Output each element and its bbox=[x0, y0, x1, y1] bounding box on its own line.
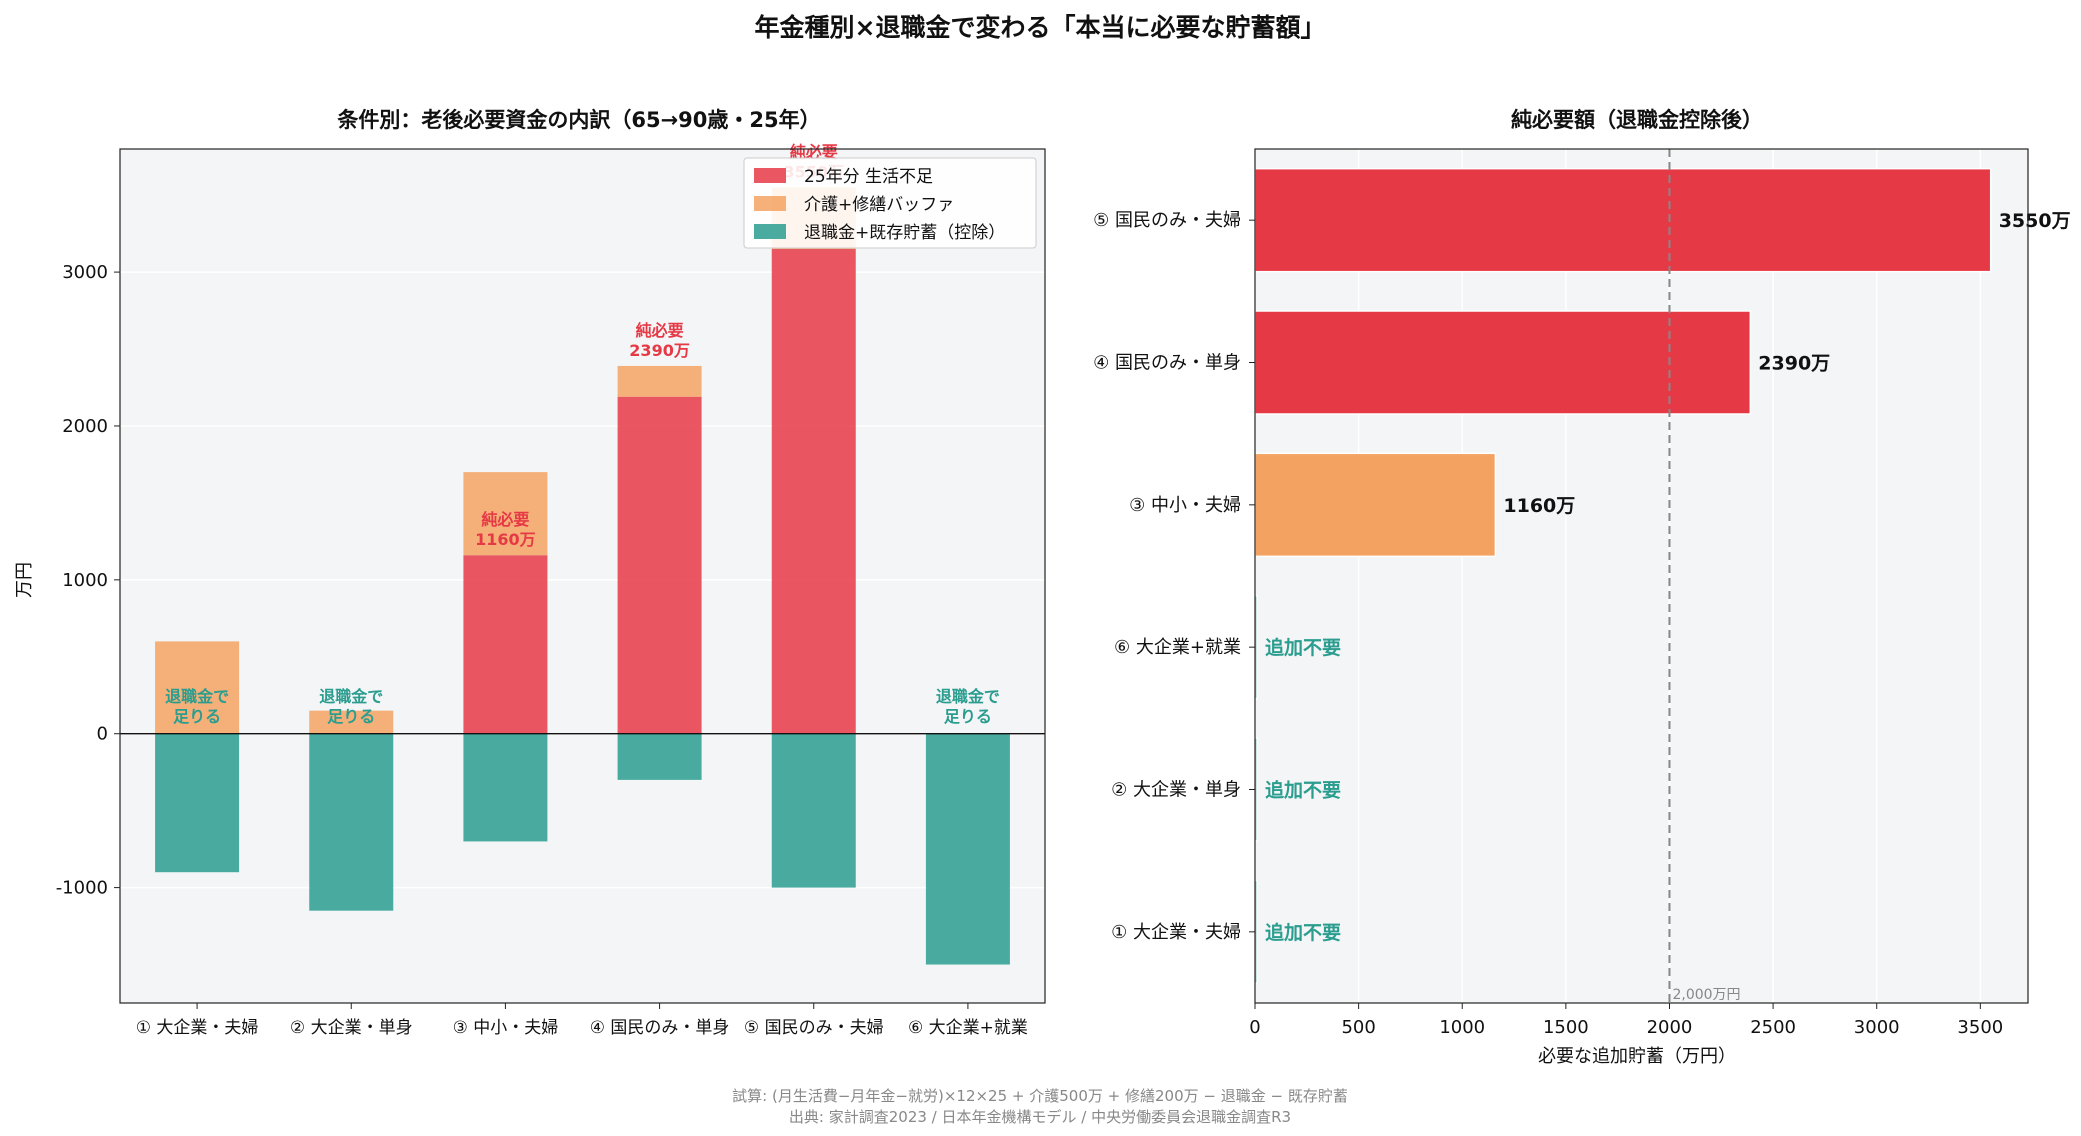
left-annotation-line1: 純必要 bbox=[481, 510, 529, 529]
right-value-label: 3550万 bbox=[1999, 210, 2071, 232]
left-annotation-line2: 足りる bbox=[173, 707, 221, 726]
right-bar bbox=[1254, 310, 1752, 415]
right-value-label: 追加不要 bbox=[1265, 921, 1341, 944]
left-x-tick-label: ④ 国民のみ・単身 bbox=[590, 1018, 730, 1038]
right-x-tick-label: 500 bbox=[1341, 1017, 1375, 1038]
right-value-label: 追加不要 bbox=[1265, 636, 1341, 659]
left-bar-segment bbox=[309, 733, 394, 911]
legend-box bbox=[743, 157, 1037, 249]
right-y-tick-label: ③ 中小・夫婦 bbox=[1129, 495, 1241, 516]
right-chart: 純必要額（退職金控除後） 2,000万円 3550万 2390万 1160万追加不要… bbox=[1093, 108, 2070, 1067]
right-x-ticks: 0 500 1000 1500 2000 2500 3000 3500 bbox=[1249, 1003, 2003, 1038]
left-bar-segment bbox=[463, 472, 548, 556]
legend-swatch-shortfall bbox=[754, 168, 786, 183]
left-annotations: 退職金で足りる退職金で足りる純必要1160万純必要2390万純必要3550万退職… bbox=[165, 142, 1000, 726]
left-annotation-line2: 足りる bbox=[327, 707, 375, 726]
left-y-axis-label: 万円 bbox=[14, 562, 35, 598]
right-y-tick-label: ⑥ 大企業+就業 bbox=[1114, 637, 1241, 658]
right-x-tick-label: 0 bbox=[1249, 1017, 1260, 1038]
left-bar-segment bbox=[617, 396, 702, 734]
left-x-tick-label: ③ 中小・夫婦 bbox=[453, 1018, 559, 1038]
legend-label-deduction: 退職金+既存貯蓄（控除） bbox=[804, 223, 1005, 243]
right-chart-title: 純必要額（退職金控除後） bbox=[1511, 108, 1763, 132]
left-bar-segment bbox=[617, 365, 702, 397]
right-x-tick-label: 3500 bbox=[1957, 1017, 2003, 1038]
legend-swatch-deduction bbox=[754, 224, 786, 239]
left-y-tick-label: 3000 bbox=[62, 262, 108, 283]
figure-title: 年金種別×退職金で変わる「本当に必要な貯蓄額」 bbox=[755, 13, 1326, 42]
left-bar-segment bbox=[463, 733, 548, 842]
left-x-tick-label: ① 大企業・夫婦 bbox=[136, 1018, 259, 1038]
left-x-tick-label: ② 大企業・単身 bbox=[290, 1018, 413, 1038]
left-annotation-line1: 退職金で bbox=[165, 687, 229, 706]
left-chart: 条件別：老後必要資金の内訳（65→90歳・25年） 退職金で足りる退職金で足りる… bbox=[14, 108, 1046, 1038]
right-y-tick-label: ④ 国民のみ・単身 bbox=[1093, 353, 1241, 374]
right-value-label: 1160万 bbox=[1503, 495, 1575, 517]
left-bar-segment bbox=[925, 733, 1010, 965]
left-y-tick-label: 2000 bbox=[62, 416, 108, 437]
legend: 25年分 生活不足 介護+修繕バッファ 退職金+既存貯蓄（控除） bbox=[743, 157, 1037, 249]
right-bar bbox=[1254, 167, 1992, 273]
left-annotation-line1: 退職金で bbox=[936, 687, 1000, 706]
right-y-tick-label: ② 大企業・単身 bbox=[1111, 780, 1241, 801]
right-bar bbox=[1254, 452, 1497, 558]
left-y-tick-label: -1000 bbox=[56, 878, 108, 899]
left-bar-segment bbox=[771, 249, 856, 734]
right-x-tick-label: 3000 bbox=[1854, 1017, 1900, 1038]
right-y-tick-label: ① 大企業・夫婦 bbox=[1111, 922, 1241, 943]
left-y-ticks: -1000 0 1000 2000 3000 bbox=[56, 262, 120, 899]
left-bar-segment bbox=[617, 733, 702, 780]
left-bar-segment bbox=[463, 555, 548, 734]
left-bar-segment bbox=[771, 733, 856, 888]
left-annotation-line1: 退職金で bbox=[319, 687, 383, 706]
right-y-ticks: ⑤ 国民のみ・夫婦 ④ 国民のみ・単身 ③ 中小・夫婦 ⑥ 大企業+就業 ② 大企業・単… bbox=[1093, 210, 1255, 943]
right-x-tick-label: 1000 bbox=[1439, 1017, 1485, 1038]
left-bar-segment bbox=[155, 641, 240, 734]
right-y-tick-label: ⑤ 国民のみ・夫婦 bbox=[1093, 210, 1241, 231]
left-x-tick-label: ⑤ 国民のみ・夫婦 bbox=[744, 1018, 884, 1038]
left-y-tick-label: 0 bbox=[97, 724, 108, 745]
right-x-tick-label: 1500 bbox=[1543, 1017, 1589, 1038]
left-bar-segment bbox=[155, 733, 240, 873]
left-annotation-line1: 純必要 bbox=[636, 321, 684, 340]
left-annotation-line2: 足りる bbox=[944, 707, 992, 726]
right-x-tick-label: 2500 bbox=[1750, 1017, 1796, 1038]
left-bar-segment bbox=[309, 710, 394, 734]
left-plot-area bbox=[120, 149, 1045, 1003]
right-bars bbox=[1254, 167, 1992, 985]
footnote-formula: 試算: (月生活費−月年金−就労)×12×25 + 介護500万 + 修繕200… bbox=[732, 1087, 1348, 1105]
left-x-ticks: ① 大企業・夫婦 ② 大企業・単身 ③ 中小・夫婦 ④ 国民のみ・単身 ⑤ 国民のみ・夫… bbox=[136, 1003, 1028, 1038]
reference-line-label: 2,000万円 bbox=[1672, 987, 1740, 1003]
right-x-axis-label: 必要な追加貯蓄（万円） bbox=[1538, 1046, 1736, 1067]
left-annotation-line1: 純必要 bbox=[790, 142, 838, 161]
legend-label-buffer: 介護+修繕バッファ bbox=[804, 195, 954, 215]
left-annotation-line2: 1160万 bbox=[475, 530, 536, 549]
right-value-label: 追加不要 bbox=[1265, 779, 1341, 802]
left-chart-title: 条件別：老後必要資金の内訳（65→90歳・25年） bbox=[337, 108, 820, 132]
right-plot-frame bbox=[1254, 148, 2029, 1004]
left-annotation-line2: 2390万 bbox=[629, 341, 690, 360]
right-x-tick-label: 2000 bbox=[1647, 1017, 1693, 1038]
left-plot-frame bbox=[119, 148, 1046, 1004]
legend-label-shortfall: 25年分 生活不足 bbox=[804, 167, 933, 187]
right-value-label: 2390万 bbox=[1758, 353, 1830, 375]
left-y-tick-label: 1000 bbox=[62, 570, 108, 591]
left-x-tick-label: ⑥ 大企業+就業 bbox=[908, 1018, 1028, 1038]
footnote-source: 出典: 家計調査2023 / 日本年金機構モデル / 中央労働委員会退職金調査R… bbox=[789, 1108, 1291, 1126]
legend-swatch-buffer bbox=[754, 196, 786, 211]
right-plot-area bbox=[1255, 149, 2028, 1003]
